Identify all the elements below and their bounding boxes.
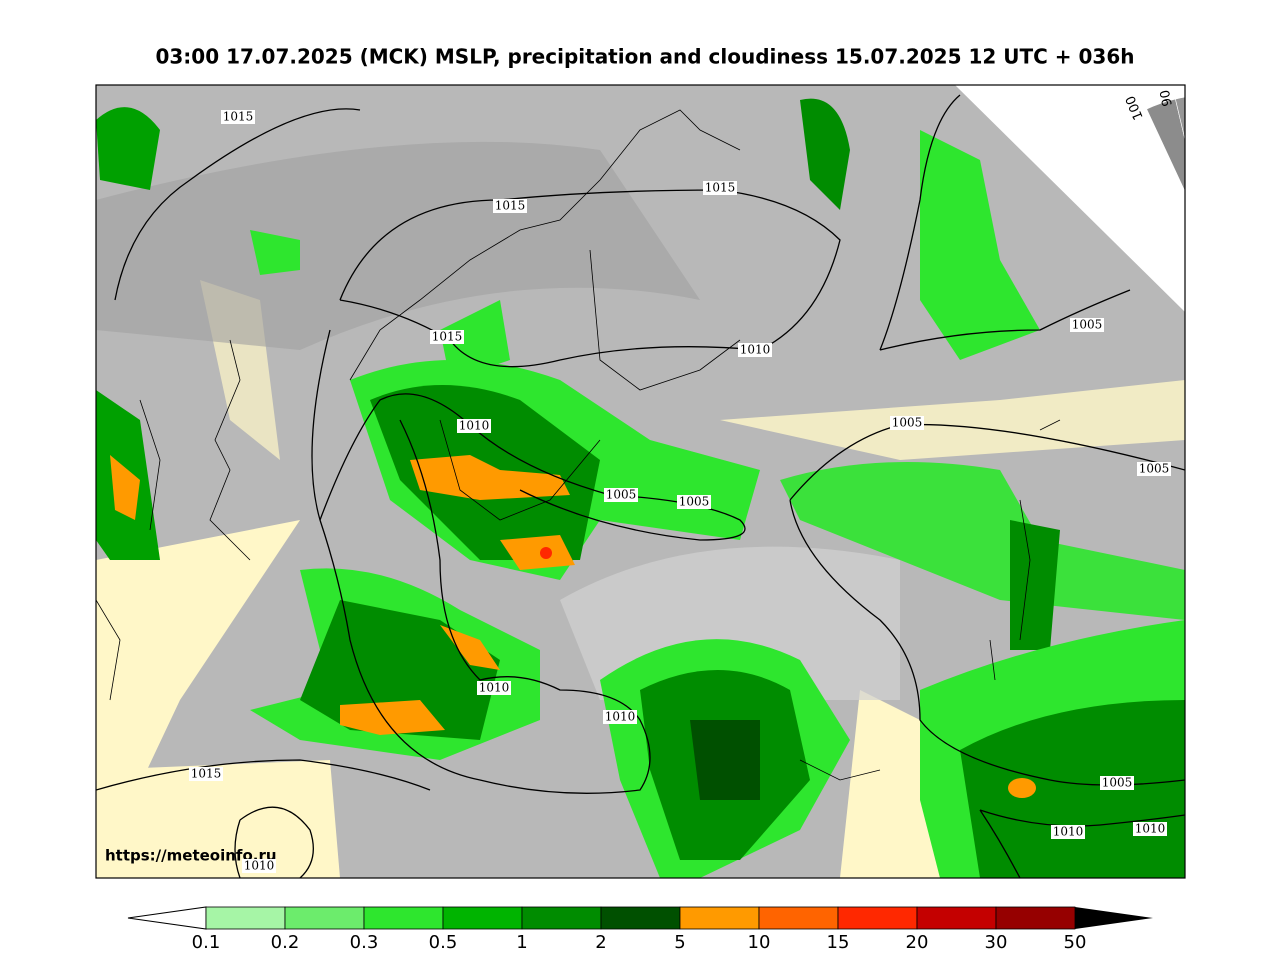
- watermark: https://meteoinfo.ru: [105, 847, 277, 865]
- isobar-label-bg: [703, 181, 737, 195]
- colorbar-label: 0.5: [429, 932, 458, 953]
- isobar-label: 1010: [479, 681, 510, 695]
- isobar-label: 1005: [1102, 776, 1133, 790]
- isobar-label-bg: [221, 110, 255, 124]
- isobar-label: 1015: [223, 110, 254, 124]
- colorbar-box: [363, 906, 444, 930]
- isobar-labels: 1015 1015 1015 1015 1010 1005 1010 1005 1005 1005…: [189, 110, 1171, 873]
- colorbar-box: [600, 906, 681, 930]
- colorbar-label: 1: [516, 932, 527, 953]
- colorbar-box: [442, 906, 523, 930]
- colorbar-box: [837, 906, 918, 930]
- isobar-label: 1015: [432, 330, 463, 344]
- isobar-label: 1015: [495, 199, 526, 213]
- title: 03:00 17.07.2025 (MCK) MSLP, precipitati…: [155, 45, 1134, 69]
- cloud-wedge: [1232, 106, 1281, 195]
- cloud-wedge: [1220, 97, 1265, 189]
- isobar-label: 1015: [705, 181, 736, 195]
- cloud-label: 80: [1192, 87, 1207, 104]
- isobar-label: 1010: [459, 419, 490, 433]
- isobar-label: 1010: [740, 343, 771, 357]
- colorbar-box: [205, 906, 286, 930]
- cloud-wedge: [1260, 163, 1281, 223]
- colorbar-label: 0.2: [271, 932, 300, 953]
- map-frame: [95, 84, 1186, 879]
- colorbar-label: 50: [1064, 932, 1087, 953]
- isobar-label-bg: [1051, 825, 1085, 839]
- isobar-label: 1005: [1139, 462, 1170, 476]
- isobar-label-bg: [189, 767, 223, 781]
- colorbar-box: [758, 906, 839, 930]
- isobar-label-bg: [890, 416, 924, 430]
- isobar-label-bg: [1137, 462, 1171, 476]
- cloud-label: 60: [1255, 99, 1275, 120]
- isobar-label-bg: [1100, 776, 1134, 790]
- map: 1009080706050403020: [96, 85, 1281, 878]
- cloud-label: 90: [1158, 88, 1176, 107]
- isobar-label: 1010: [1053, 825, 1084, 839]
- colorbar-label: 10: [748, 932, 771, 953]
- cloud-wedge: [1266, 190, 1281, 235]
- isobar-label-bg: [457, 419, 491, 433]
- colorbar-low: [127, 906, 207, 930]
- cloud-wedge: [1252, 139, 1281, 212]
- isobar-label-bg: [1070, 318, 1104, 332]
- isobar-label: 1010: [1135, 822, 1166, 836]
- colorbar-box: [995, 906, 1076, 930]
- isobar-label: 1005: [679, 495, 710, 509]
- colorbar-label: 2: [595, 932, 606, 953]
- isobar-label-bg: [477, 681, 511, 695]
- colorbar-label: 0.3: [350, 932, 379, 953]
- isobar-label-bg: [604, 488, 638, 502]
- isobar-label-bg: [677, 495, 711, 509]
- isobar-label-bg: [603, 710, 637, 724]
- colorbar-box: [521, 906, 602, 930]
- isobar-label-bg: [1133, 822, 1167, 836]
- colorbar-label: 30: [985, 932, 1008, 953]
- colorbar-box: [679, 906, 760, 930]
- isobar-label: 1010: [605, 710, 636, 724]
- isobar-label-bg: [430, 330, 464, 344]
- colorbar-label: 0.1: [192, 932, 221, 953]
- colorbar-box: [916, 906, 997, 930]
- colorbar-label: 20: [906, 932, 929, 953]
- colorbar-box: [284, 906, 365, 930]
- isobar-label-bg: [493, 199, 527, 213]
- isobar-label-bg: [242, 859, 276, 873]
- cloud-wedge: [1243, 120, 1281, 203]
- cloud-label: 70: [1224, 89, 1242, 108]
- isobar-label: 1005: [892, 416, 923, 430]
- isobar-label: 1010: [244, 859, 275, 873]
- colorbar-high: [1075, 907, 1153, 929]
- isobar-label: 1015: [191, 767, 222, 781]
- corner: [955, 85, 1185, 312]
- colorbar-label: 5: [674, 932, 685, 953]
- cloud-wedge: [1206, 95, 1236, 186]
- colorbar-label: 15: [827, 932, 850, 953]
- isobar-label: 1005: [606, 488, 637, 502]
- cloud-wedge: [1175, 96, 1185, 141]
- precip-colorbar: 0.1 0.2 0.3 0.5 1 2 5 10 15 20 30 50: [127, 906, 1153, 953]
- isobar-label: 1005: [1072, 318, 1103, 332]
- isobar-label-bg: [738, 343, 772, 357]
